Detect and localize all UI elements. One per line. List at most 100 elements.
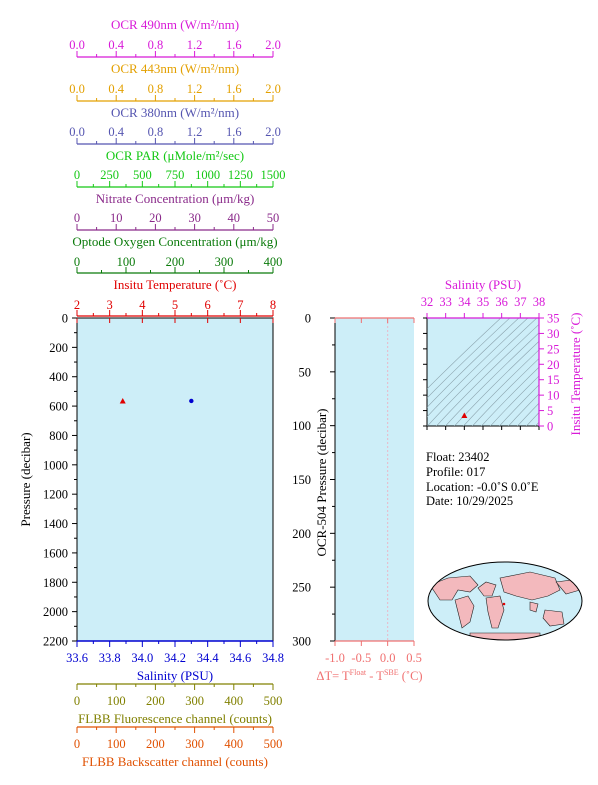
top-axis-6: Insitu Temperature (˚C) 2 3 4 5 6 7 8	[74, 277, 276, 317]
pressure-tick-label: 1800	[43, 576, 68, 590]
delta-x-label-part: ΔT= T	[316, 669, 350, 683]
top-axis-label: OCR 490nm (W/m²/nm)	[111, 17, 239, 32]
ts-temperature-label: Insitu Temperature (˚C)	[568, 312, 583, 435]
map-continent	[477, 581, 497, 597]
delta-x-axis-label: ΔT= TFloat - TSBE (˚C)	[316, 668, 422, 683]
ts-point	[461, 412, 468, 419]
top-axis-1: OCR 443nm (W/m²/nm) 0.0 0.4 0.8 1.2 1.6 2.0	[69, 61, 281, 102]
bottom-axis-1: 0 100 200 300 400 500 FLBB Fluorescence channe…	[74, 683, 283, 726]
ts-x-tick-label: 37	[514, 295, 527, 309]
ts-contour-line	[463, 349, 539, 426]
delta-x-label-part: Float	[350, 668, 367, 677]
top-axis-tick-label: 5	[172, 298, 178, 312]
ts-contour-line	[508, 393, 539, 426]
top-axis-tick-label: 0.4	[108, 125, 124, 139]
top-axis-tick-label: 0	[74, 211, 80, 225]
delta-x-label-part: - T	[366, 669, 384, 683]
pressure-tick-label: 2000	[43, 605, 68, 619]
ts-y-tick-label: 20	[547, 358, 560, 372]
top-axis-tick-label: 50	[267, 211, 280, 225]
ocr-pressure-tick-label: 0	[305, 312, 311, 326]
ocr-pressure-tick-label: 150	[292, 473, 311, 487]
ts-x-tick-label: 34	[458, 295, 471, 309]
top-axis-tick-label: 1.2	[187, 82, 203, 96]
delta-x-tick-label: 0.0	[380, 651, 396, 665]
pressure-tick-label: 1600	[43, 546, 68, 560]
map-continent	[469, 632, 541, 640]
top-axis-5: Optode Oxygen Concentration (μm/kg) 0 100 2…	[72, 234, 282, 274]
bottom-axis-tick-label: 0	[74, 737, 80, 751]
top-axis-tick-label: 200	[166, 255, 185, 269]
ts-contour-line	[427, 318, 538, 426]
top-axis-0: OCR 490nm (W/m²/nm) 0.0 0.4 0.8 1.2 1.6 2.0	[69, 17, 281, 58]
top-axis-tick-label: 0.4	[108, 82, 124, 96]
top-axis-tick-label: 1.6	[226, 125, 242, 139]
top-axis-tick-label: 6	[205, 298, 211, 312]
map-outline	[427, 561, 583, 641]
ts-y-tick-label: 0	[547, 420, 553, 434]
top-axis-tick-label: 7	[237, 298, 243, 312]
pressure-tick-label: 1000	[43, 458, 68, 472]
ts-salinity-label: Salinity (PSU)	[445, 277, 521, 292]
ts-contour-line	[526, 412, 539, 426]
info-float: Float: 23402	[426, 450, 490, 464]
bottom-axis-tick-label: 200	[146, 694, 165, 708]
bottom-axis-tick-label: 500	[264, 694, 283, 708]
pressure-tick-label: 1200	[43, 488, 68, 502]
ts-y-tick-label: 5	[547, 404, 553, 418]
top-axis-tick-label: 500	[133, 168, 152, 182]
top-axis-tick-label: 3	[107, 298, 113, 312]
delta-plot-area	[335, 318, 414, 641]
pressure-tick-label: 0	[62, 312, 68, 326]
pressure-tick-label: 200	[49, 341, 68, 355]
ts-y-tick-label: 30	[547, 327, 560, 341]
ocr-pressure-axis-label: OCR-504 Pressure (decibar)	[314, 408, 329, 556]
temperature-point	[119, 397, 126, 404]
bottom-axis-tick-label: 500	[264, 737, 283, 751]
bottom-axis-tick-label: 300	[185, 737, 204, 751]
ocr-pressure-tick-label: 50	[299, 365, 312, 379]
bottom-axis-tick-label: 33.8	[99, 651, 121, 665]
delta-x-tick-label: -0.5	[351, 651, 371, 665]
top-axis-tick-label: 1500	[261, 168, 286, 182]
top-axis-tick-label: 2.0	[265, 38, 281, 52]
ts-contour-line	[427, 318, 502, 390]
ts-x-tick-label: 35	[477, 295, 490, 309]
top-axis-tick-label: 0.0	[69, 38, 85, 52]
top-axis-tick-label: 20	[149, 211, 162, 225]
top-axis-tick-label: 100	[117, 255, 136, 269]
delta-x-label-part: (˚C)	[399, 669, 423, 683]
bottom-axis-0: 33.6 33.8 34.0 34.2 34.4 34.6 34.8 Salinity (PS…	[66, 640, 284, 683]
pressure-tick-label: 400	[49, 370, 68, 384]
bottom-axis-label: Salinity (PSU)	[137, 668, 213, 683]
delta-x-tick-label: -1.0	[325, 651, 345, 665]
top-axis-tick-label: 0	[74, 168, 80, 182]
top-axis-tick-label: 2.0	[265, 125, 281, 139]
pressure-tick-label: 2200	[43, 635, 68, 649]
map-continent	[499, 571, 561, 601]
info-date: Date: 10/29/2025	[426, 494, 513, 508]
map-continents	[429, 571, 581, 640]
ts-contour-line	[481, 366, 539, 426]
top-axis-label: OCR 443nm (W/m²/nm)	[111, 61, 239, 76]
pressure-axis-label: Pressure (decibar)	[18, 432, 33, 526]
ts-contour-line	[472, 358, 539, 426]
top-axis-tick-label: 1.2	[187, 38, 203, 52]
delta-x-label-part: SBE	[384, 668, 399, 677]
bottom-axis-tick-label: 100	[107, 737, 126, 751]
ts-x-tick-label: 33	[439, 295, 452, 309]
top-axis-label: Insitu Temperature (˚C)	[113, 277, 236, 292]
bottom-axis-tick-label: 200	[146, 737, 165, 751]
bottom-axis-tick-label: 0	[74, 694, 80, 708]
ocr-pressure-tick-label: 250	[292, 581, 311, 595]
pressure-tick-label: 1400	[43, 517, 68, 531]
ts-y-tick-label: 15	[547, 373, 560, 387]
ts-y-tick-label: 35	[547, 312, 560, 326]
ts-contour-line	[517, 402, 539, 426]
ocr-pressure-tick-label: 300	[292, 635, 311, 649]
top-axis-tick-label: 4	[139, 298, 146, 312]
map-continent	[485, 595, 505, 629]
main-plot-area	[76, 317, 274, 642]
top-axis-2: OCR 380nm (W/m²/nm) 0.0 0.4 0.8 1.2 1.6 2.0	[69, 105, 281, 145]
bottom-axis-tick-label: 300	[185, 694, 204, 708]
